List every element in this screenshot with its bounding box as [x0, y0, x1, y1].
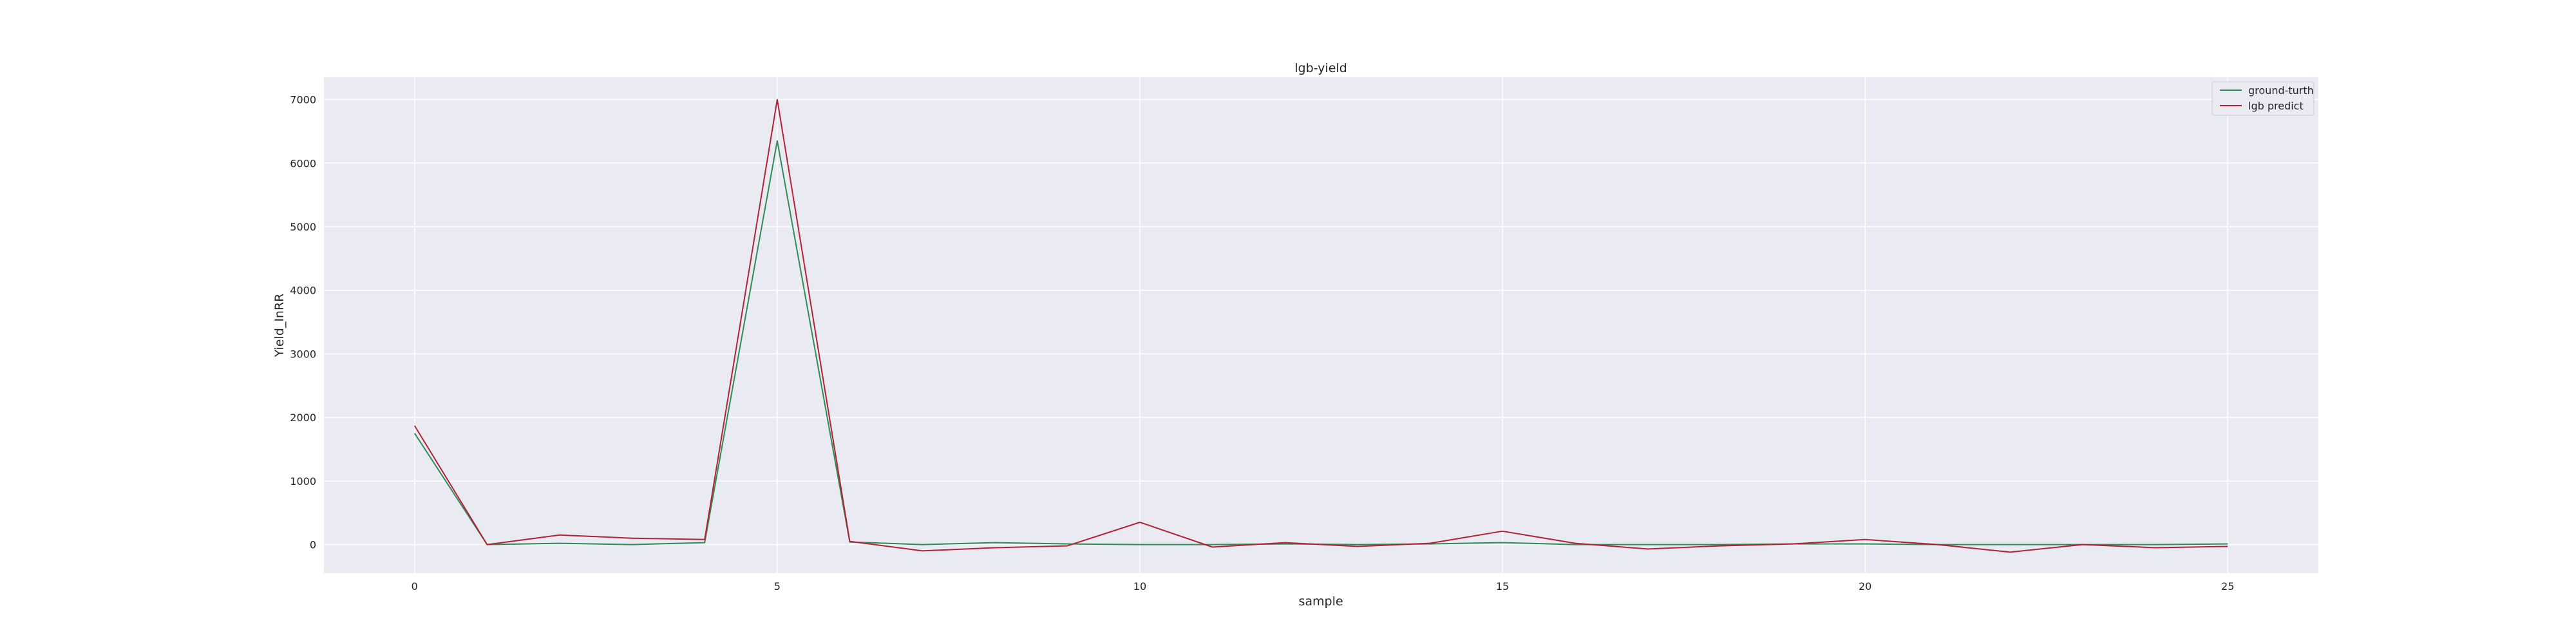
y-tick-label: 4000 [290, 285, 316, 297]
x-tick-label: 0 [412, 580, 418, 592]
x-axis-label: sample [1298, 594, 1343, 609]
x-tick-labels: 0 5 10 15 20 25 [412, 580, 2235, 592]
y-tick-label: 2000 [290, 412, 316, 424]
y-tick-label: 1000 [290, 475, 316, 488]
series-lines [413, 99, 2228, 553]
y-tick-label: 7000 [290, 94, 316, 106]
y-tick-label: 0 [310, 539, 316, 551]
x-tick-label: 10 [1133, 580, 1146, 592]
x-tick-label: 25 [2221, 580, 2234, 592]
x-tick-label: 5 [774, 580, 781, 592]
series-line-lgb-predict [413, 99, 2228, 553]
chart-title: lgb-yield [1294, 61, 1347, 75]
legend-label-ground-turth: ground-turth [2248, 84, 2314, 97]
y-tick-labels: 0 1000 2000 3000 4000 5000 6000 7000 [290, 94, 316, 551]
legend-label-lgb-predict: lgb predict [2248, 100, 2304, 112]
plot-area [324, 77, 2318, 573]
legend: ground-turth lgb predict [2211, 81, 2315, 116]
y-tick-label: 3000 [290, 348, 316, 360]
y-tick-label: 6000 [290, 157, 316, 169]
grid-lines [324, 77, 2318, 573]
y-axis-label: Yield_InRR [272, 294, 287, 358]
x-tick-label: 20 [1859, 580, 1871, 592]
y-tick-label: 5000 [290, 221, 316, 233]
x-tick-label: 15 [1496, 580, 1509, 592]
